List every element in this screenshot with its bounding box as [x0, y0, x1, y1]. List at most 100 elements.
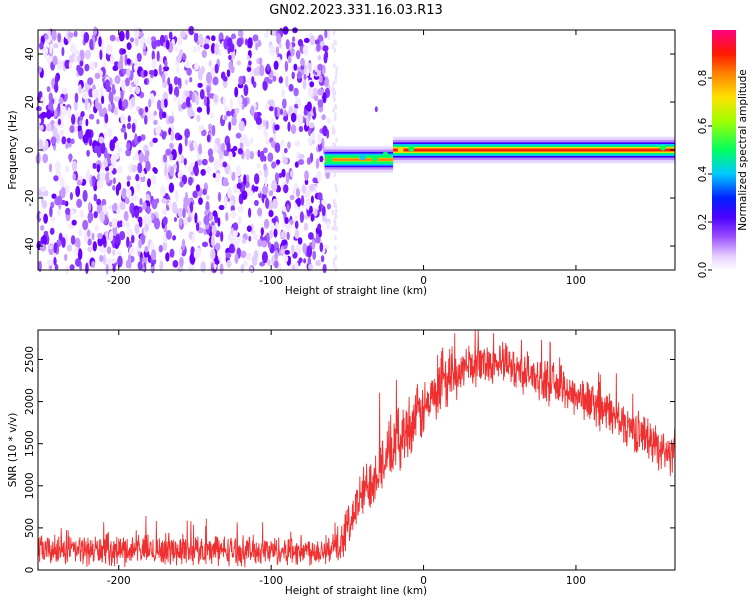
noise-speckle	[144, 245, 149, 253]
noise-speckle	[77, 248, 83, 261]
noise-speckle	[322, 263, 327, 274]
noise-speckle	[99, 49, 103, 61]
noise-speckle	[103, 158, 108, 168]
noise-speckle	[287, 141, 291, 149]
noise-speckle	[226, 110, 232, 117]
noise-speckle	[334, 225, 337, 231]
noise-speckle	[110, 102, 115, 114]
noise-speckle	[146, 205, 151, 215]
noise-speckle	[294, 161, 299, 168]
noise-speckle	[208, 212, 214, 221]
noise-speckle	[145, 160, 151, 172]
noise-speckle	[179, 256, 184, 268]
noise-speckle	[134, 208, 140, 219]
noise-speckle	[297, 39, 303, 47]
noise-speckle	[208, 155, 214, 163]
noise-speckle	[47, 101, 54, 111]
noise-speckle	[240, 250, 247, 259]
noise-speckle	[139, 198, 143, 206]
noise-speckle	[76, 179, 82, 186]
noise-speckle	[322, 92, 327, 104]
noise-speckle	[332, 80, 335, 86]
noise-speckle	[169, 142, 174, 150]
noise-speckle	[40, 111, 47, 119]
noise-speckle	[176, 66, 180, 73]
snr-x-tick-label: 0	[420, 575, 427, 587]
noise-speckle	[331, 125, 335, 131]
noise-speckle	[229, 200, 234, 207]
noise-speckle	[233, 222, 239, 231]
noise-speckle	[273, 228, 278, 238]
figure-title: GN02.2023.331.16.03.R13	[269, 3, 443, 18]
noise-speckle	[58, 97, 64, 105]
noise-speckle	[300, 57, 305, 67]
noise-speckle	[155, 198, 160, 204]
noise-speckle	[265, 120, 269, 130]
snr-y-label: SNR (10 * v/v)	[7, 413, 19, 488]
noise-speckle	[335, 66, 338, 72]
noise-speckle	[64, 253, 68, 262]
noise-speckle	[44, 34, 49, 40]
noise-speckle	[126, 236, 130, 248]
noise-speckle	[243, 97, 248, 108]
noise-speckle	[334, 103, 337, 109]
noise-speckle	[294, 229, 300, 239]
noise-speckle	[53, 122, 60, 128]
noise-speckle	[335, 187, 338, 193]
noise-speckle	[144, 115, 148, 125]
noise-speckle	[199, 89, 205, 100]
spectrogram-y-tick-label: -20	[24, 189, 36, 206]
noise-speckle	[309, 122, 315, 129]
noise-speckle	[144, 78, 148, 85]
noise-speckle	[74, 123, 78, 134]
snr-x-tick-label: -200	[107, 575, 131, 587]
noise-speckle	[272, 198, 278, 209]
noise-speckle	[280, 230, 287, 240]
noise-speckle	[118, 98, 123, 110]
noise-speckle	[172, 260, 179, 268]
noise-speckle	[192, 190, 198, 199]
noise-speckle	[161, 131, 166, 140]
noise-speckle	[243, 84, 249, 97]
noise-speckle	[183, 158, 187, 166]
noise-speckle	[117, 250, 122, 258]
noise-speckle	[210, 248, 216, 260]
noise-speckle	[49, 206, 53, 218]
noise-speckle	[207, 148, 213, 158]
noise-speckle	[261, 240, 268, 248]
noise-speckle	[271, 217, 277, 224]
noise-speckle	[184, 135, 188, 147]
noise-speckle	[182, 207, 186, 219]
noise-speckle	[193, 31, 199, 43]
spectrogram-y-tick-label: 20	[24, 95, 36, 108]
noise-speckle	[124, 77, 130, 87]
noise-speckle	[165, 148, 172, 156]
noise-speckle	[123, 210, 129, 222]
noise-speckle	[250, 223, 254, 234]
noise-speckle	[127, 115, 131, 123]
noise-speckle	[248, 235, 252, 242]
noise-speckle	[246, 55, 250, 61]
noise-speckle	[289, 194, 295, 201]
noise-speckle	[168, 182, 175, 193]
noise-speckle	[321, 114, 326, 121]
noise-speckle	[299, 211, 304, 224]
noise-speckle	[127, 254, 132, 265]
colorbar-gradient	[712, 30, 736, 270]
noise-speckle	[117, 182, 122, 191]
noise-speckle	[126, 142, 131, 150]
noise-speckle	[231, 171, 236, 182]
noise-speckle	[229, 98, 233, 110]
noise-speckle	[53, 256, 57, 266]
noise-speckle	[283, 115, 289, 122]
noise-speckle	[126, 58, 131, 65]
noise-speckle	[193, 45, 197, 54]
noise-speckle	[173, 95, 177, 102]
noise-speckle	[53, 175, 59, 182]
noise-speckle	[177, 207, 184, 218]
noise-speckle	[259, 261, 265, 267]
noise-speckle	[232, 145, 238, 152]
noise-speckle	[332, 198, 336, 204]
noise-speckle	[158, 244, 163, 253]
noise-speckle	[197, 69, 203, 81]
